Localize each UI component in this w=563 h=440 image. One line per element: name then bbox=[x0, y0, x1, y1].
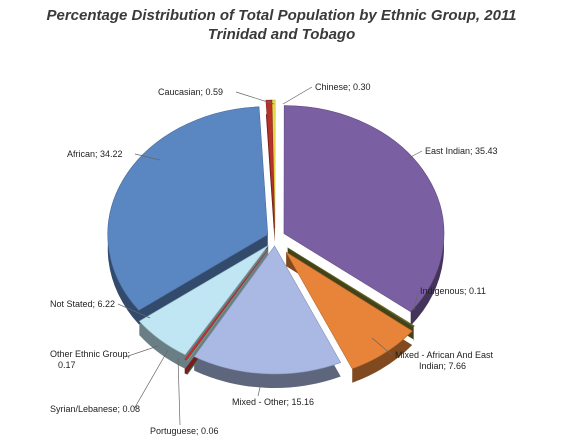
pie-label-leader bbox=[124, 345, 159, 358]
pie-slice bbox=[285, 251, 413, 370]
pie-slice bbox=[107, 106, 269, 311]
pie-slice bbox=[193, 245, 342, 375]
pie-slices-layer bbox=[107, 99, 445, 375]
pie-slice bbox=[287, 247, 415, 328]
pie-slice-label: African; 34.22 bbox=[67, 149, 123, 159]
pie-slice bbox=[265, 99, 275, 229]
pie-slice-label: Mixed - African And East Indian; 7.66 bbox=[395, 350, 494, 371]
pie-slice bbox=[283, 105, 445, 313]
pie-slice bbox=[184, 249, 269, 361]
pie-label-leader bbox=[134, 153, 161, 161]
pie-label-leader bbox=[413, 290, 419, 311]
pie-slice-label: East Indian; 35.43 bbox=[425, 146, 498, 156]
pie-slice-label: Not Stated; 6.22 bbox=[50, 299, 115, 309]
pie-label-leader bbox=[371, 337, 393, 356]
pie-slice-label: Chinese; 0.30 bbox=[315, 82, 371, 92]
pie-label-leader bbox=[117, 303, 151, 319]
pie-slice-label: Mixed - Other; 15.16 bbox=[232, 397, 314, 407]
pie-slice-label: Indigenous; 0.11 bbox=[420, 286, 486, 296]
pie-slice bbox=[138, 245, 269, 356]
chart-title: Percentage Distribution of Total Populat… bbox=[46, 7, 517, 24]
pie-label-leader bbox=[235, 91, 275, 105]
pie-slice-label: Portuguese; 0.06 bbox=[150, 426, 219, 436]
pie-label-leader bbox=[177, 357, 181, 426]
pie-slice-label: Other Ethnic Group; 0.17 bbox=[50, 349, 130, 370]
chart-title-block: Percentage Distribution of Total Populat… bbox=[0, 6, 563, 44]
pie-slice-label: Caucasian; 0.59 bbox=[158, 87, 223, 97]
pie-label-leader bbox=[257, 378, 263, 397]
pie-label-leader bbox=[133, 349, 169, 410]
pie-label-leader bbox=[404, 150, 423, 161]
pie-slice-label: Syrian/Lebanese; 0.08 bbox=[50, 404, 140, 414]
pie-label-leader bbox=[282, 86, 313, 105]
chart-subtitle: Trinidad and Tobago bbox=[207, 26, 356, 43]
pie-labels-layer: Chinese; 0.30 East Indian; 35.43 Indigenou… bbox=[50, 82, 498, 436]
